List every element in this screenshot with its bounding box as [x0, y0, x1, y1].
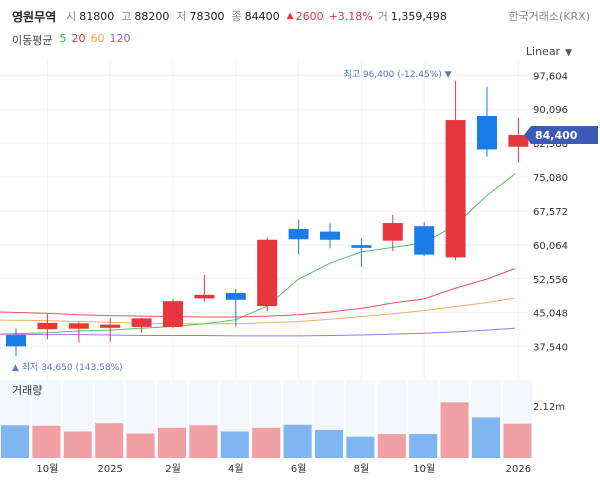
candle-body: [68, 323, 89, 329]
x-tick-label: 6월: [291, 463, 307, 475]
candle-body: [320, 231, 340, 240]
last-price-label: 84,400: [535, 129, 578, 142]
y-tick-label: 97,604: [533, 71, 568, 82]
x-tick-label: 2월: [165, 463, 181, 475]
y-tick-label: 75,080: [533, 173, 568, 184]
low-value: 78300: [189, 9, 225, 23]
y-tick-label: 90,096: [533, 105, 568, 116]
volume-bar: [346, 436, 375, 458]
volume-bar: [1, 425, 29, 458]
volume-bar: [63, 431, 92, 458]
x-tick-label: 8월: [354, 463, 370, 475]
stock-name: 영원무역: [12, 9, 57, 24]
candle-body: [131, 318, 152, 327]
candle-body: [288, 228, 309, 240]
volume-tick-label: 2.12m: [533, 402, 565, 413]
high-label: 고: [121, 10, 132, 23]
volume-bar: [158, 427, 186, 458]
volume-bar: [409, 434, 438, 458]
exchange-label: 한국거래소(KRX): [508, 10, 590, 23]
chevron-down-icon: ▼: [565, 48, 572, 58]
close-label: 종: [231, 10, 242, 23]
close-value: 84400: [244, 9, 280, 23]
ma-20-label[interactable]: 20: [71, 32, 86, 45]
scale-selector[interactable]: Linear ▼: [526, 45, 572, 58]
ma-60-label[interactable]: 60: [90, 32, 105, 45]
candle-body: [163, 301, 183, 327]
candle-body: [37, 322, 58, 330]
x-tick-label: 2026: [506, 464, 531, 475]
ma-120-line: [0, 327, 516, 337]
volume-value: 1,359,498: [390, 9, 447, 23]
volume-bar: [377, 434, 406, 458]
candle-body: [194, 294, 215, 299]
x-tick-label: 10월: [36, 463, 58, 475]
candle-body: [100, 324, 121, 328]
low-annotation: ▲ 최저 34,650 (143.58%): [12, 362, 123, 373]
last-price-badge: [524, 125, 598, 144]
y-tick-label: 82,588: [533, 139, 568, 150]
volume-bar: [32, 425, 61, 458]
price-header: 영원무역 시 81800 고 88200 저 78300 종 84400 ▲ 2600 …: [12, 6, 590, 26]
y-tick-label: 67,572: [533, 207, 568, 218]
volume-bar: [126, 433, 155, 458]
volume-bar: [503, 423, 532, 458]
candle-body: [257, 239, 278, 307]
y-tick-label: 52,556: [533, 275, 568, 286]
candle-body: [508, 134, 529, 147]
x-tick-label: 10월: [413, 463, 435, 475]
y-tick-label: 45,048: [533, 309, 568, 320]
y-tick-label: 37,540: [533, 343, 568, 354]
ma-60-line: [0, 297, 516, 325]
up-triangle-icon: ▲: [286, 11, 294, 21]
volume-short-label: 거: [377, 10, 388, 23]
volume-bar: [283, 424, 312, 458]
candle-body: [6, 335, 26, 347]
candle-body: [477, 116, 497, 150]
candle-body: [382, 223, 403, 241]
high-value: 88200: [134, 9, 170, 23]
volume-bar: [315, 429, 343, 458]
volume-bar: [440, 402, 469, 458]
ma-20-line: [0, 268, 516, 318]
candle-body: [225, 293, 246, 300]
ma-5-label[interactable]: 5: [59, 32, 67, 45]
open-label: 시: [66, 10, 77, 23]
volume-bar: [252, 427, 281, 458]
high-annotation: 최고 96,400 (-12.45%) ▼: [343, 69, 451, 80]
ma-legend-label: 이동평균: [12, 34, 53, 47]
y-tick-label: 60,064: [533, 241, 568, 252]
volume-bar: [472, 417, 500, 458]
candle-body: [414, 226, 435, 255]
volume-bar: [220, 431, 249, 458]
x-tick-label: 2025: [97, 464, 122, 475]
candle-body: [445, 120, 466, 258]
low-label: 저: [176, 10, 187, 23]
ma-120-label[interactable]: 120: [109, 32, 131, 45]
open-value: 81800: [79, 9, 115, 23]
volume-bar: [189, 425, 218, 458]
moving-average-legend: 이동평균 5 20 60 120: [12, 32, 130, 48]
x-tick-label: 4월: [228, 463, 244, 475]
scale-label: Linear: [525, 45, 561, 58]
change-value: 2600: [295, 9, 324, 23]
volume-panel-label: 거래량: [12, 384, 42, 397]
volume-bar: [95, 423, 124, 458]
change-percent: +3.18%: [328, 9, 373, 23]
candle-body: [351, 245, 372, 248]
